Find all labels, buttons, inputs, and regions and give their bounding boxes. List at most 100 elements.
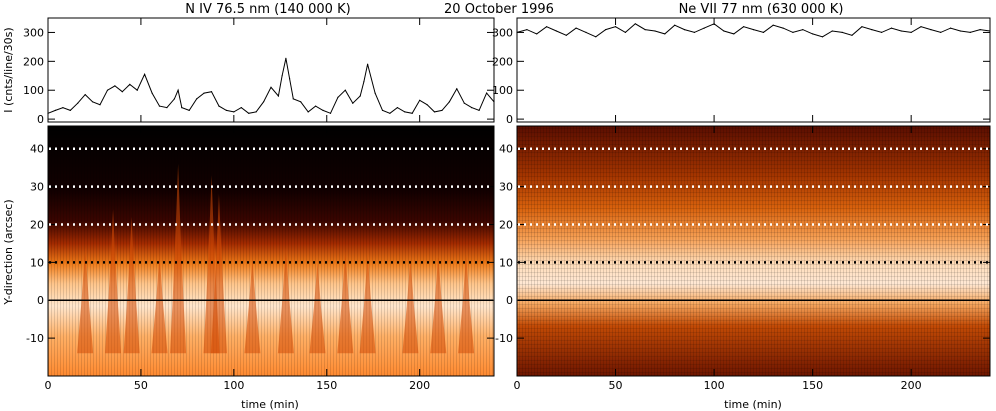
right-panel-title: Ne VII 77 nm (630 000 K) (679, 2, 844, 17)
map-ylabel: Y-direction (arcsec) (2, 199, 15, 305)
niv-lightcurve-point (99, 104, 101, 106)
nevii-lightcurve-point (812, 33, 814, 35)
niv-map-xtick-label: 0 (45, 379, 52, 392)
nevii-lightcurve-point (821, 36, 824, 38)
nevii-lightcurve-point (979, 29, 981, 31)
heatmap-feature (337, 251, 354, 354)
niv-lightcurve-point (344, 89, 346, 91)
niv-lightcurve-point (433, 111, 436, 113)
heatmap-feature (210, 194, 227, 354)
nevii-map-xtick-label: 0 (514, 379, 521, 392)
nevii-lightcurve-ytick-label: 100 (492, 84, 513, 97)
heatmap-feature (151, 254, 168, 354)
niv-lightcurve-point (441, 109, 443, 111)
niv-lightcurve-point (448, 101, 450, 103)
nevii-lightcurve-point (881, 31, 883, 33)
niv-lightcurve-point (493, 101, 495, 103)
niv-map-ytick-label: 30 (30, 181, 44, 194)
niv-lightcurve-point (92, 101, 94, 103)
niv-map-xtick-label: 200 (409, 379, 430, 392)
left-panel-title: N IV 76.5 nm (140 000 K) (185, 2, 350, 17)
nevii-map-ytick-label: 0 (506, 294, 513, 307)
heatmap-feature (458, 254, 475, 354)
niv-lightcurve-point (478, 109, 480, 111)
niv-lightcurve-point (329, 112, 332, 114)
nevii-lightcurve-point (703, 27, 705, 29)
niv-lightcurve-point (203, 92, 205, 94)
niv-map-ytick-label: -10 (26, 332, 44, 345)
nevii-lightcurve-point (713, 23, 715, 25)
nevii-lightcurve-ytick-label: 300 (492, 26, 513, 39)
niv-lightcurve-point (255, 111, 257, 113)
niv-lightcurve-point (210, 91, 213, 93)
niv-lightcurve-point (396, 107, 398, 109)
niv-lightcurve-point (337, 96, 339, 98)
right-heatmap-frame (516, 125, 991, 377)
nevii-lightcurve-point (605, 29, 607, 31)
niv-lightcurve-point (106, 89, 109, 91)
niv-lightcurve-point (270, 86, 272, 88)
niv-lightcurve-point (456, 88, 458, 90)
niv-lightcurve-point (315, 105, 317, 107)
nevii-map-ytick-label: 20 (499, 218, 513, 231)
nevii-lightcurve-point (634, 23, 636, 25)
niv-lightcurve-point (166, 107, 168, 109)
nevii-lightcurve-point (792, 31, 794, 33)
nevii-lightcurve-point (624, 31, 627, 33)
left-lightcurve-frame (47, 17, 495, 123)
heatmap-feature (105, 209, 122, 354)
heatmap-feature (309, 262, 326, 354)
nevii-lightcurve-point (752, 29, 755, 31)
niv-lightcurve-point (352, 102, 354, 104)
niv-lightcurve-ytick-label: 0 (37, 113, 44, 126)
niv-lightcurve-point (196, 98, 198, 100)
heatmap-feature (359, 254, 376, 354)
nevii-lightcurve-point (861, 26, 863, 28)
niv-lightcurve-point (281, 75, 283, 77)
niv-map-xtick-label: 50 (134, 379, 148, 392)
niv-lightcurve-point (277, 95, 279, 97)
nevii-lightcurve-ytick-label: 200 (492, 55, 513, 68)
niv-lightcurve-point (292, 98, 294, 100)
niv-map-xtick-label: 100 (223, 379, 244, 392)
heatmap-feature (170, 163, 187, 354)
nevii-lightcurve-ytick-label: 0 (506, 113, 513, 126)
niv-map-xtick-label: 150 (316, 379, 337, 392)
niv-lightcurve-point (136, 89, 138, 91)
nevii-lightcurve-point (565, 34, 567, 36)
nevii-lightcurve-point (871, 29, 873, 31)
left-xlabel: time (min) (241, 398, 299, 411)
niv-lightcurve-point (69, 109, 71, 111)
nevii-lightcurve-point (595, 36, 597, 38)
niv-lightcurve-ytick-label: 300 (23, 26, 44, 39)
niv-lightcurve-point (218, 105, 220, 107)
niv-lightcurve-point (367, 63, 369, 65)
niv-lightcurve-point (225, 109, 227, 111)
nevii-map-ytick-label: -10 (495, 332, 513, 345)
nevii-lightcurve-point (733, 33, 735, 35)
niv-lightcurve-point (188, 109, 190, 111)
heatmap-feature (430, 254, 447, 354)
niv-lightcurve-point (374, 92, 376, 94)
nevii-lightcurve-point (683, 29, 686, 31)
niv-lightcurve-point (289, 78, 291, 80)
niv-lightcurve-point (471, 107, 473, 109)
nevii-lightcurve-point (743, 26, 745, 28)
nevii-lightcurve-point (959, 30, 962, 32)
niv-lightcurve-point (307, 111, 309, 113)
left-heatmap-frame (47, 125, 495, 377)
nevii-lightcurve-point (772, 24, 774, 26)
niv-lightcurve-point (285, 57, 287, 60)
niv-lightcurve-point (486, 92, 488, 94)
niv-lightcurve-point (240, 107, 242, 109)
left-heatmap (48, 126, 494, 376)
niv-lightcurve-point (419, 99, 421, 101)
nevii-lightcurve-point (536, 33, 538, 35)
lightcurve-ylabel: I (cnts/line/30s) (2, 27, 15, 112)
nevii-lightcurve-point (910, 31, 912, 33)
nevii-lightcurve-point (950, 27, 952, 29)
nevii-lightcurve-point (674, 24, 676, 26)
nevii-lightcurve-point (762, 31, 765, 33)
niv-lightcurve-point (144, 73, 146, 75)
